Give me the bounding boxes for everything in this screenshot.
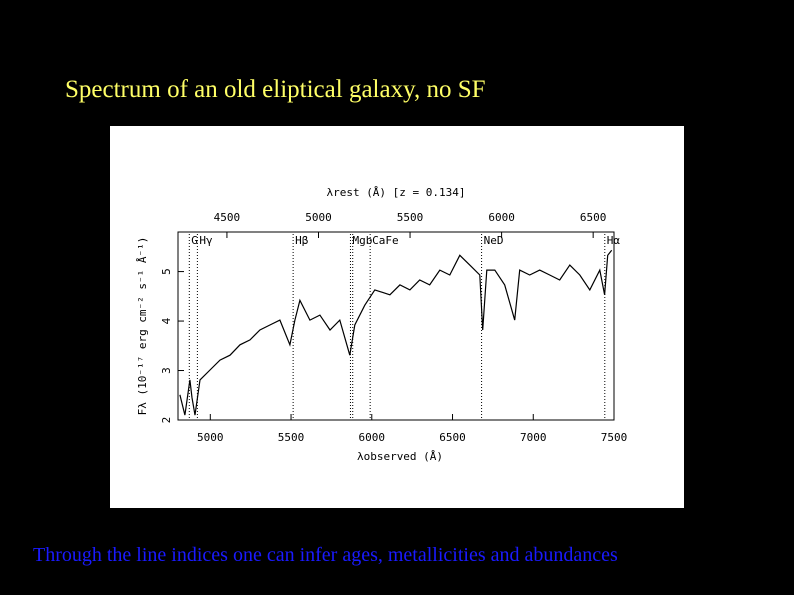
plot-panel — [110, 126, 684, 508]
x-tick-label: 5500 — [278, 431, 305, 444]
y-tick-label: 5 — [160, 268, 173, 275]
top-axis-label: λrest (Å) [z = 0.134] — [326, 186, 465, 199]
x-axis-label: λobserved (Å) — [357, 450, 443, 463]
x2-tick-label: 5500 — [397, 211, 424, 224]
x-tick-label: 7000 — [520, 431, 547, 444]
spectral-line-label: CaFe — [372, 234, 399, 247]
spectral-line-label: G — [191, 234, 198, 247]
x-tick-label: 6000 — [359, 431, 386, 444]
spectral-line-label: NeD — [484, 234, 504, 247]
plot-frame — [177, 231, 615, 421]
x-tick-label: 6500 — [439, 431, 466, 444]
x2-tick-label: 4500 — [214, 211, 241, 224]
spectral-line-label: Hα — [607, 234, 621, 247]
x2-tick-label: 6000 — [488, 211, 515, 224]
slide-caption: Through the line indices one can infer a… — [33, 544, 618, 566]
y-axis-label: Fλ (10⁻¹⁷ erg cm⁻² s⁻¹ Å⁻¹) — [136, 237, 149, 416]
y-tick-label: 3 — [160, 367, 173, 374]
spectral-line-label: Mgb — [352, 234, 372, 247]
x-tick-label: 7500 — [601, 431, 628, 444]
spectral-line-label: Hβ — [295, 234, 309, 247]
x2-tick-label: 5000 — [305, 211, 332, 224]
slide-title: Spectrum of an old eliptical galaxy, no … — [65, 76, 486, 103]
spectral-line-label: Hγ — [199, 234, 213, 247]
spectrum-line — [179, 249, 613, 416]
y-tick-label: 2 — [160, 417, 173, 424]
x2-tick-label: 6500 — [580, 211, 607, 224]
y-tick-label: 4 — [160, 317, 173, 324]
x-tick-label: 5000 — [197, 431, 224, 444]
